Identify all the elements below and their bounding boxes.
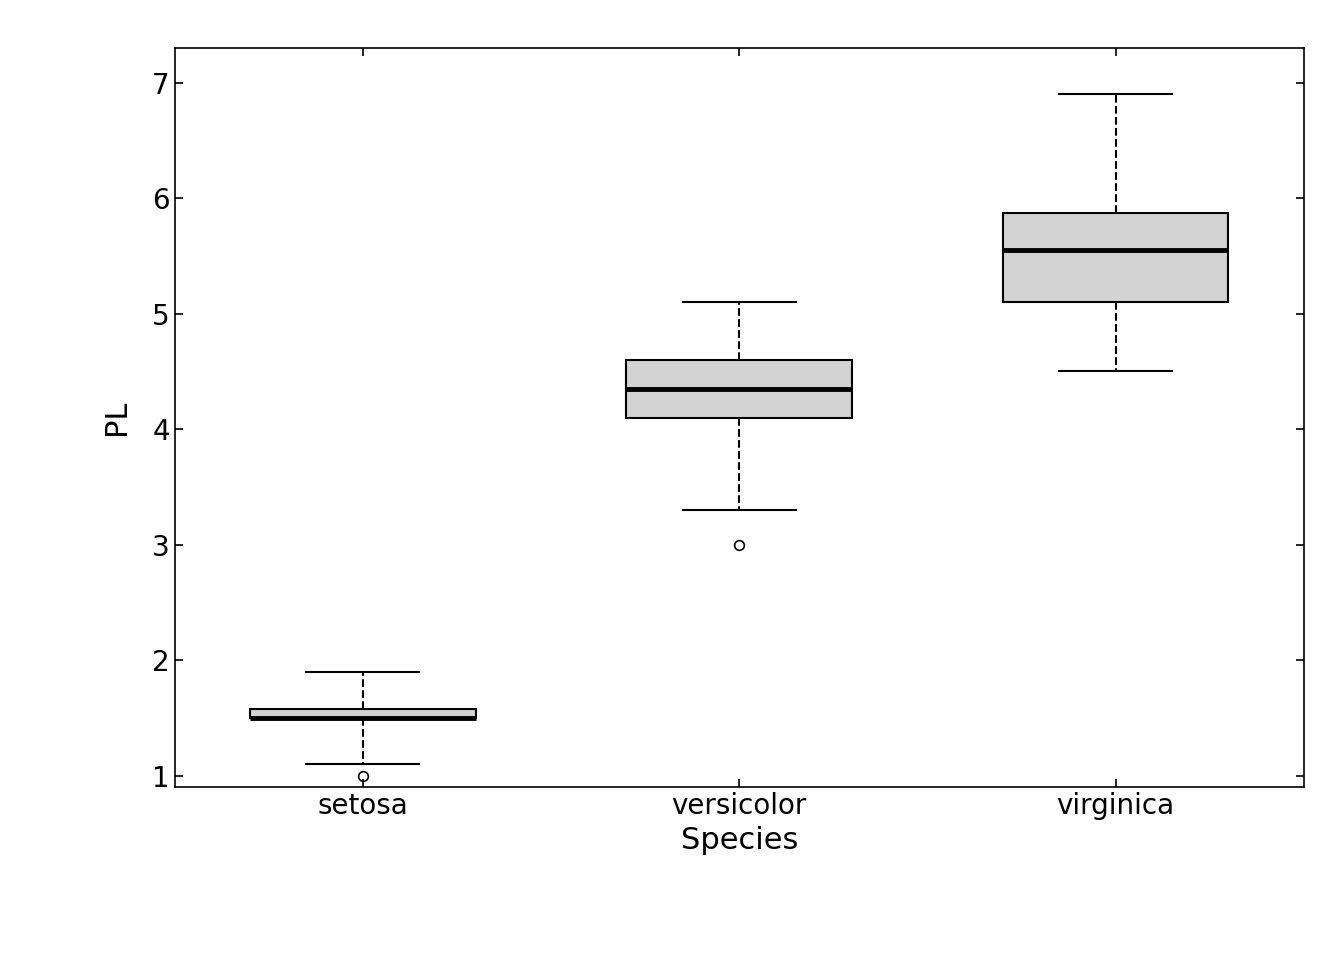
PathPatch shape [1003, 212, 1228, 302]
X-axis label: Species: Species [680, 826, 798, 854]
PathPatch shape [250, 709, 476, 718]
PathPatch shape [626, 360, 852, 418]
Y-axis label: PL: PL [102, 400, 132, 435]
